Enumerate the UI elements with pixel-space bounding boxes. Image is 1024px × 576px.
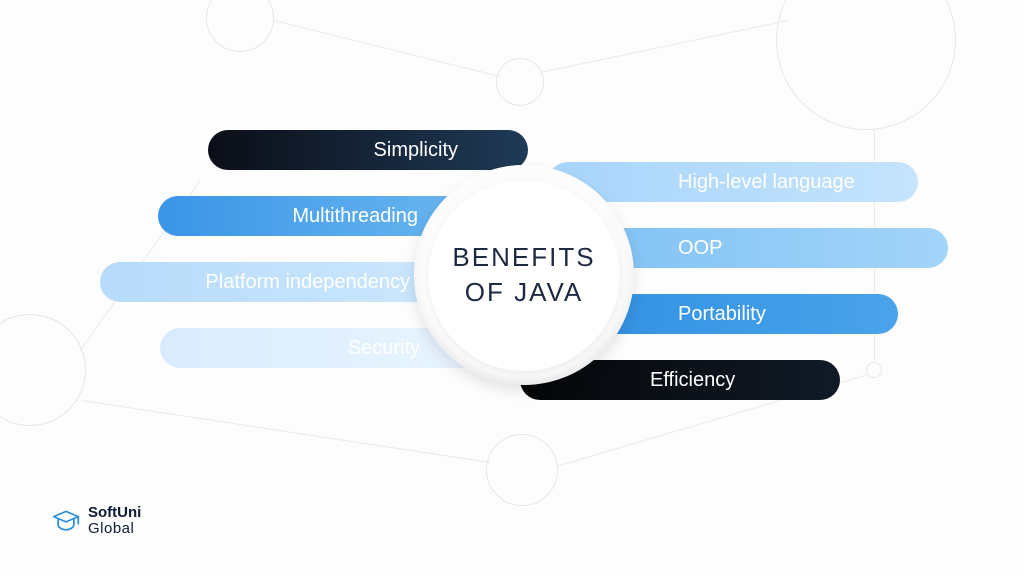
benefit-label: Portability xyxy=(678,303,766,326)
benefit-label: Efficiency xyxy=(650,369,735,392)
benefit-pill: Simplicity xyxy=(208,130,528,170)
benefit-label: Multithreading xyxy=(292,205,418,228)
hub-title-line1: BENEFITS xyxy=(452,242,595,272)
logo-line2: Global xyxy=(88,521,141,536)
logo-line1: SoftUni xyxy=(88,505,141,520)
hub-title: BENEFITS OF JAVA xyxy=(452,240,595,310)
benefit-pill: High-level language xyxy=(548,162,918,202)
graduation-cap-icon xyxy=(52,507,80,535)
benefit-label: Simplicity xyxy=(374,139,458,162)
brand-logo: SoftUni Global xyxy=(52,505,141,536)
benefit-label: OOP xyxy=(678,237,722,260)
central-hub: BENEFITS OF JAVA xyxy=(414,165,634,385)
benefit-label: Security xyxy=(348,337,420,360)
hub-title-line2: OF JAVA xyxy=(465,277,584,307)
benefit-label: Platform independency xyxy=(205,271,410,294)
benefit-label: High-level language xyxy=(678,171,855,194)
diagram-stage: Simplicity Multithreading Platform indepen… xyxy=(0,0,1024,576)
